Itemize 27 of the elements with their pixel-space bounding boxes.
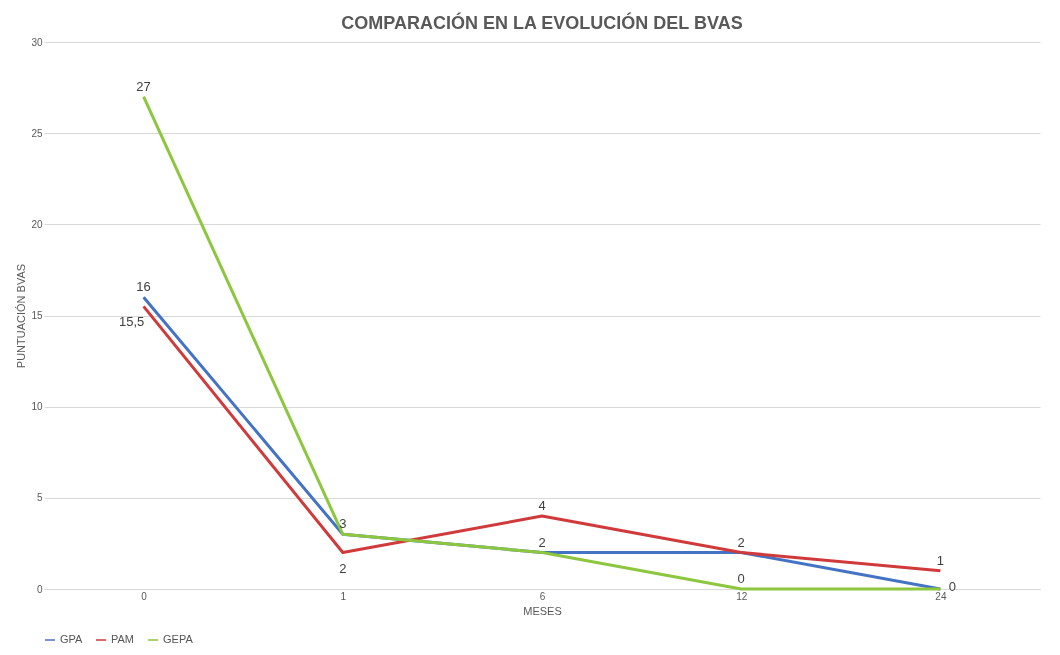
legend-label: PAM: [111, 633, 135, 645]
chart-title: COMPARACIÓN EN LA EVOLUCIÓN DEL BVAS: [341, 12, 743, 33]
y-tick-label: 15: [31, 310, 43, 321]
x-tick-label: 24: [935, 590, 947, 602]
x-tick-label: 1: [340, 590, 347, 602]
y-axis-title: PUNTUACIÓN BVAS: [15, 263, 28, 369]
x-axis-title: MESES: [523, 604, 562, 617]
data-label: 4: [538, 498, 546, 514]
y-tick-label: 20: [31, 218, 43, 230]
data-label: 1: [936, 552, 945, 568]
data-label: 15,5: [118, 314, 145, 330]
y-tick-label: 10: [31, 401, 43, 413]
data-label: 0: [737, 571, 745, 586]
x-tick-label: 6: [539, 590, 546, 602]
x-tick-label: 12: [736, 590, 748, 602]
x-tick-label: 0: [141, 590, 148, 602]
data-label: 27: [136, 78, 151, 94]
data-label: 2: [339, 560, 347, 576]
y-tick-label: 30: [31, 36, 43, 48]
data-label: 3: [339, 516, 347, 532]
legend-label: GEPA: [163, 633, 194, 645]
legend-label: GPA: [60, 633, 84, 645]
y-tick-label: 5: [36, 492, 43, 504]
data-label: 2: [538, 534, 546, 550]
data-label: 16: [136, 279, 151, 295]
data-label: 2: [737, 534, 745, 550]
y-tick-label: 25: [31, 127, 43, 139]
